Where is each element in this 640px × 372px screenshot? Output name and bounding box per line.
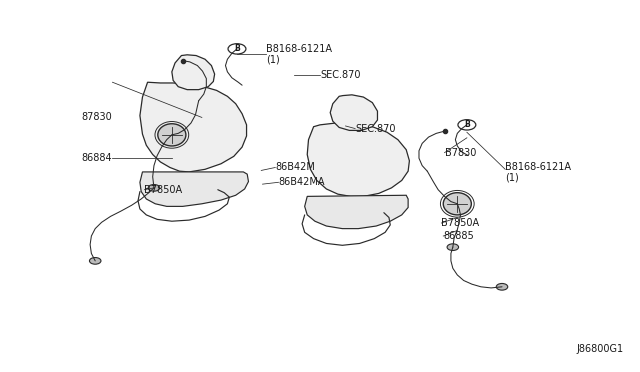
Text: B7850A: B7850A	[442, 218, 479, 228]
Text: B7830: B7830	[445, 148, 476, 158]
Text: SEC.870: SEC.870	[320, 70, 360, 80]
Polygon shape	[140, 172, 248, 206]
Text: B8168-6121A: B8168-6121A	[266, 44, 332, 54]
Polygon shape	[305, 195, 408, 229]
Text: J86800G1: J86800G1	[576, 344, 623, 354]
Polygon shape	[330, 95, 378, 131]
Text: B: B	[234, 44, 240, 53]
Circle shape	[458, 120, 476, 130]
Text: 86B42M: 86B42M	[275, 163, 315, 173]
Circle shape	[447, 244, 459, 250]
Text: B8168-6121A: B8168-6121A	[505, 163, 571, 173]
Text: B: B	[464, 121, 470, 129]
Text: 86884: 86884	[82, 153, 113, 163]
Polygon shape	[172, 55, 214, 90]
Text: SEC.870: SEC.870	[355, 124, 396, 134]
Text: (1): (1)	[505, 173, 519, 183]
Circle shape	[148, 185, 160, 191]
Polygon shape	[307, 123, 410, 196]
Ellipse shape	[158, 124, 186, 146]
Text: 86B42MA: 86B42MA	[278, 177, 325, 187]
Text: 86885: 86885	[444, 231, 474, 241]
Ellipse shape	[444, 193, 471, 215]
Text: B7850A: B7850A	[145, 185, 182, 195]
Circle shape	[496, 283, 508, 290]
Circle shape	[90, 257, 101, 264]
Circle shape	[228, 44, 246, 54]
Text: 87830: 87830	[82, 112, 113, 122]
Polygon shape	[140, 82, 246, 172]
Text: (1): (1)	[266, 54, 280, 64]
